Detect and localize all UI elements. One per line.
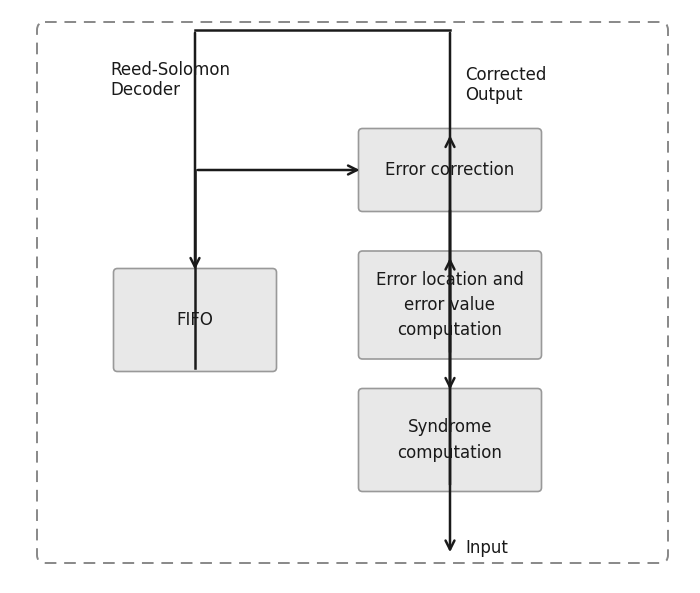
Text: Reed-Solomon
Decoder: Reed-Solomon Decoder [110,60,230,100]
Text: Corrected
Output: Corrected Output [465,66,547,104]
Text: Input: Input [465,539,508,557]
FancyBboxPatch shape [358,129,542,212]
Text: FIFO: FIFO [176,311,214,329]
FancyBboxPatch shape [113,269,276,371]
Text: Syndrome
computation: Syndrome computation [398,419,503,461]
FancyBboxPatch shape [358,251,542,359]
Text: Error correction: Error correction [386,161,514,179]
Text: Error location and
error value
computation: Error location and error value computati… [376,271,524,339]
FancyBboxPatch shape [358,388,542,492]
